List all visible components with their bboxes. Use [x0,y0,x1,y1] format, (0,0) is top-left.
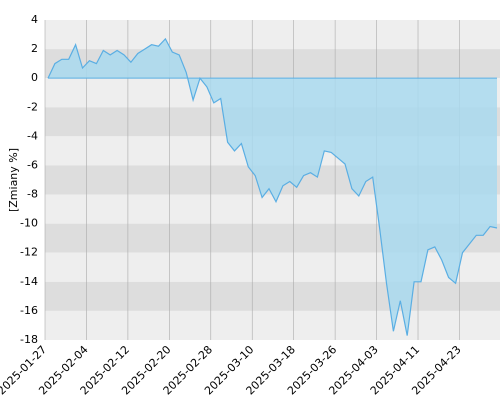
area-fill [48,38,497,336]
y-tick-label: -8 [27,188,38,201]
y-tick-label: -18 [20,333,38,346]
y-tick-label: -4 [27,129,38,142]
y-tick-label: -10 [20,217,38,230]
grid-band [45,281,500,311]
y-tick-label: -16 [20,304,38,317]
grid-band [45,252,500,282]
y-tick-label: -14 [20,275,38,288]
y-tick-label: -2 [27,100,38,113]
line [47,37,498,336]
grid-band [45,20,500,50]
y-tick-label: 2 [31,42,38,55]
grid-band [45,310,500,340]
y-tick-label: 4 [31,13,38,26]
y-axis-label: [Zmiany %] [7,148,20,212]
y-tick-label: 0 [31,71,38,84]
y-tick-label: -6 [27,158,38,171]
y-tick-label: -12 [20,246,38,259]
